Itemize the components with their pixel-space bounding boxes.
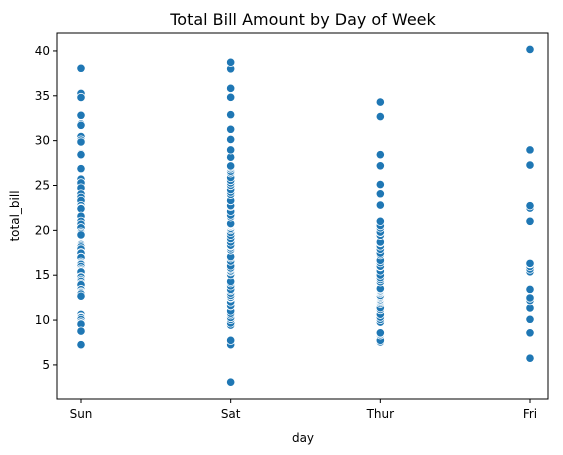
y-tick-label: 20 bbox=[35, 223, 50, 237]
data-point bbox=[525, 258, 535, 268]
data-point bbox=[375, 180, 385, 190]
data-point bbox=[226, 377, 236, 387]
data-point bbox=[525, 201, 535, 211]
data-point bbox=[226, 124, 236, 134]
x-axis-label: day bbox=[292, 431, 314, 445]
data-point bbox=[525, 293, 535, 303]
data-point bbox=[525, 328, 535, 338]
data-point bbox=[375, 112, 385, 122]
data-point bbox=[226, 134, 236, 144]
data-point bbox=[375, 200, 385, 210]
data-point bbox=[375, 216, 385, 226]
data-point bbox=[76, 110, 86, 120]
data-point bbox=[375, 189, 385, 199]
data-point bbox=[375, 328, 385, 338]
data-point bbox=[525, 314, 535, 324]
data-point bbox=[375, 150, 385, 160]
data-point bbox=[226, 57, 236, 67]
data-point bbox=[525, 145, 535, 155]
data-point bbox=[226, 145, 236, 155]
data-point bbox=[525, 44, 535, 55]
y-tick-label: 15 bbox=[35, 268, 50, 282]
data-point bbox=[226, 161, 236, 171]
x-axis-ticks: Sun Sat Thur Fri bbox=[70, 399, 537, 421]
y-tick-label: 30 bbox=[35, 134, 50, 148]
y-tick-label: 35 bbox=[35, 89, 50, 103]
data-point bbox=[76, 92, 86, 103]
data-point bbox=[76, 63, 86, 73]
y-axis-ticks: 5 10 15 20 25 30 35 40 bbox=[35, 44, 57, 372]
data-point bbox=[76, 230, 86, 240]
x-tick-label: Sat bbox=[221, 407, 241, 421]
y-axis-label: total_bill bbox=[8, 190, 22, 241]
data-point bbox=[375, 161, 385, 171]
data-point bbox=[76, 120, 86, 130]
data-point bbox=[525, 284, 535, 294]
y-tick-label: 10 bbox=[35, 313, 50, 327]
data-point bbox=[226, 83, 236, 93]
y-tick-label: 25 bbox=[35, 179, 50, 193]
x-tick-label: Sun bbox=[70, 407, 93, 421]
data-points bbox=[76, 44, 535, 387]
chart-title: Total Bill Amount by Day of Week bbox=[169, 10, 436, 29]
data-point bbox=[226, 110, 236, 120]
data-point bbox=[226, 92, 236, 102]
x-tick-label: Thur bbox=[366, 407, 395, 421]
data-point bbox=[226, 335, 236, 345]
data-point bbox=[76, 326, 86, 336]
y-tick-label: 40 bbox=[35, 44, 50, 58]
data-point bbox=[76, 137, 86, 147]
data-point bbox=[375, 97, 385, 107]
data-point bbox=[525, 216, 535, 226]
data-point bbox=[76, 291, 86, 301]
plot-frame bbox=[56, 32, 549, 400]
data-point bbox=[76, 164, 86, 174]
data-point bbox=[525, 160, 535, 170]
data-point bbox=[76, 150, 86, 160]
data-point bbox=[525, 353, 535, 363]
x-tick-label: Fri bbox=[523, 407, 537, 421]
data-point bbox=[76, 340, 86, 350]
y-tick-label: 5 bbox=[42, 358, 50, 372]
